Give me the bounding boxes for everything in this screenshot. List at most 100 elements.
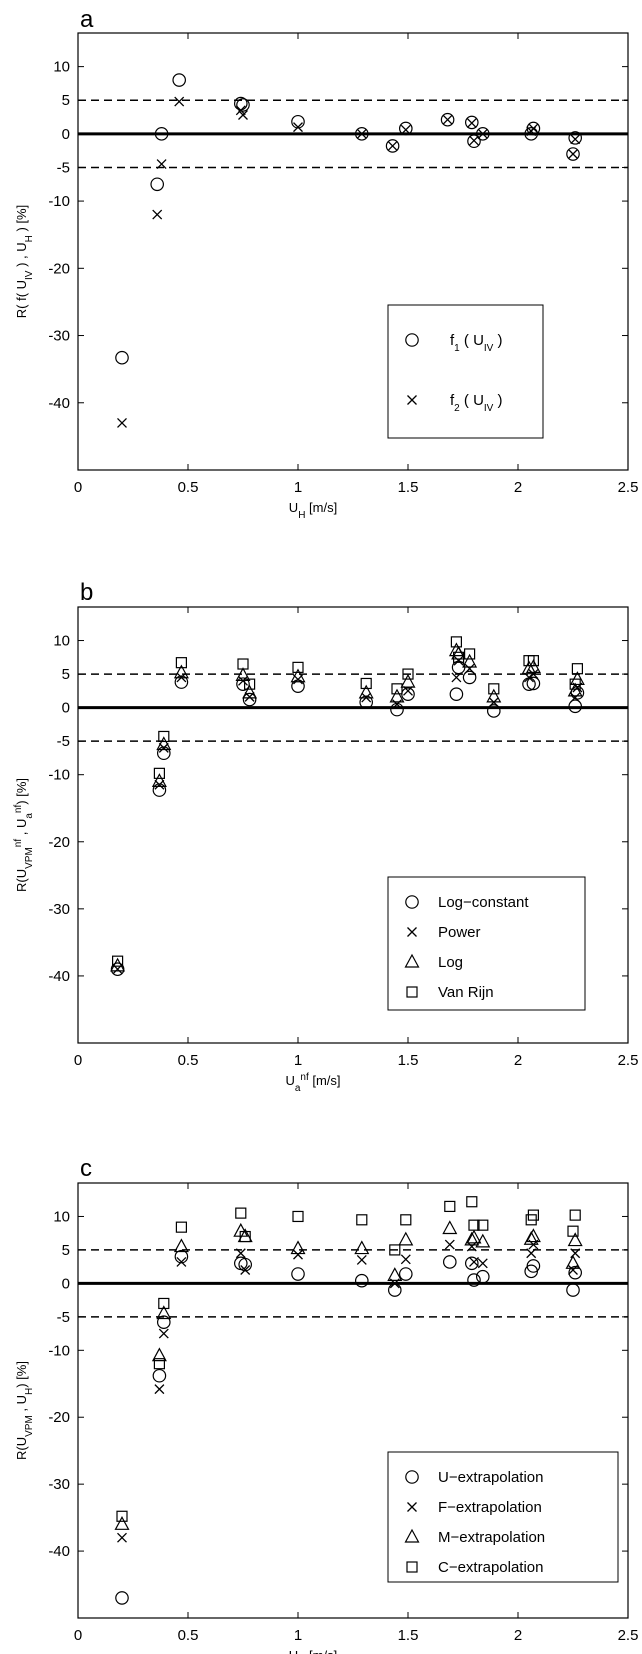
x-tick-label: 0 bbox=[74, 479, 82, 496]
data-point bbox=[527, 1209, 540, 1221]
data-point bbox=[390, 702, 404, 717]
data-point bbox=[174, 1249, 189, 1264]
data-point bbox=[391, 683, 403, 695]
data-point bbox=[153, 1358, 165, 1370]
data-point bbox=[154, 779, 165, 790]
data-point bbox=[354, 1273, 369, 1288]
data-point bbox=[156, 736, 172, 751]
y-tick-label: 0 bbox=[62, 126, 70, 143]
panel-letter: c bbox=[80, 1155, 92, 1182]
data-point bbox=[354, 1240, 370, 1255]
data-point bbox=[570, 692, 581, 703]
legend-label: Log−constant bbox=[438, 894, 529, 911]
data-point bbox=[387, 140, 398, 151]
data-point bbox=[152, 783, 167, 797]
y-tick-label: 10 bbox=[53, 1208, 70, 1225]
data-point bbox=[525, 659, 541, 673]
legend-marker bbox=[405, 333, 419, 347]
data-point bbox=[571, 663, 584, 675]
y-tick-label: -10 bbox=[48, 767, 70, 784]
legend-label: Log bbox=[438, 954, 463, 971]
plot-area bbox=[77, 1182, 629, 1619]
panel-b: b 0 0.5 1 1.5 2 2.5 10 5 0 -5 -10 -20 -30 -40 Uanf [m/s… bbox=[13, 579, 639, 1094]
data-point bbox=[173, 1238, 189, 1253]
data-point bbox=[475, 1233, 491, 1248]
x-tick-label: 0.5 bbox=[178, 479, 199, 496]
x-tick-label: 0 bbox=[74, 1627, 82, 1644]
legend-label: U−extrapolation bbox=[438, 1469, 543, 1486]
data-point bbox=[290, 668, 306, 683]
series-circle bbox=[115, 1249, 582, 1605]
data-point bbox=[525, 1228, 541, 1243]
legend-label: F−extrapolation bbox=[438, 1499, 542, 1516]
panel-letter: b bbox=[80, 579, 93, 606]
data-point bbox=[569, 678, 581, 690]
series-circle bbox=[115, 73, 582, 365]
y-tick-label: -10 bbox=[48, 1342, 70, 1359]
data-point bbox=[151, 773, 167, 787]
data-point bbox=[486, 688, 502, 703]
y-tick-label: 5 bbox=[62, 666, 70, 683]
data-point bbox=[154, 1384, 165, 1395]
data-point bbox=[356, 128, 367, 139]
data-point bbox=[466, 1229, 482, 1244]
data-point bbox=[440, 112, 455, 127]
data-point bbox=[290, 1240, 306, 1255]
data-point bbox=[453, 655, 464, 666]
x-tick-label: 2 bbox=[514, 1052, 522, 1069]
legend-box bbox=[387, 876, 586, 1011]
data-point bbox=[154, 127, 169, 141]
y-axis-label: R( f( UIV ) , UH ) [%] bbox=[14, 205, 35, 318]
data-point bbox=[568, 131, 582, 145]
legend-marker bbox=[406, 986, 418, 998]
panel-a: a 0 0.5 1 1.5 2 2.5 10 5 0 -5 -10 -20 -30 -40 UH [m/s] R… bbox=[14, 6, 638, 521]
data-point bbox=[235, 1248, 246, 1259]
data-point bbox=[175, 657, 187, 669]
data-point bbox=[359, 695, 373, 710]
legend-label: f2 ( UIV ) bbox=[450, 392, 503, 414]
data-point bbox=[401, 687, 415, 701]
data-point bbox=[526, 1259, 541, 1273]
data-point bbox=[444, 1239, 455, 1250]
x-tick-label: 1 bbox=[294, 1627, 302, 1644]
data-point bbox=[466, 1241, 477, 1252]
data-point bbox=[172, 73, 186, 87]
data-point bbox=[467, 134, 481, 149]
legend-label: C−extrapolation bbox=[438, 1559, 543, 1576]
x-tick-label: 2.5 bbox=[618, 1627, 639, 1644]
data-point bbox=[152, 209, 163, 220]
y-tick-label: -5 bbox=[57, 159, 70, 176]
data-point bbox=[466, 1196, 478, 1208]
legend-label: Van Rijn bbox=[438, 984, 494, 1001]
data-point bbox=[442, 114, 453, 125]
data-point bbox=[449, 687, 464, 701]
x-tick-label: 2.5 bbox=[618, 1052, 639, 1069]
data-point bbox=[235, 667, 251, 682]
data-point bbox=[157, 1315, 171, 1329]
data-point bbox=[464, 115, 479, 130]
data-point bbox=[526, 1248, 537, 1259]
data-point bbox=[442, 1220, 458, 1235]
data-point bbox=[239, 1230, 251, 1243]
legend-box bbox=[387, 1451, 619, 1583]
data-point bbox=[477, 1258, 488, 1269]
data-point bbox=[568, 149, 578, 159]
data-point bbox=[451, 645, 467, 660]
data-point bbox=[486, 704, 501, 718]
data-point bbox=[389, 1244, 401, 1256]
data-point bbox=[156, 159, 167, 170]
data-point bbox=[291, 1267, 305, 1281]
data-point bbox=[469, 135, 479, 146]
x-tick-label: 1 bbox=[294, 1052, 302, 1069]
data-point bbox=[400, 1214, 412, 1226]
y-tick-label: 5 bbox=[62, 92, 70, 109]
data-point bbox=[114, 1516, 130, 1530]
data-point bbox=[468, 1219, 480, 1231]
data-point bbox=[387, 1267, 403, 1281]
data-point bbox=[528, 123, 539, 134]
data-point bbox=[475, 1269, 490, 1284]
data-point bbox=[356, 1255, 367, 1265]
series-triangle bbox=[110, 642, 585, 972]
data-point bbox=[570, 1248, 581, 1259]
